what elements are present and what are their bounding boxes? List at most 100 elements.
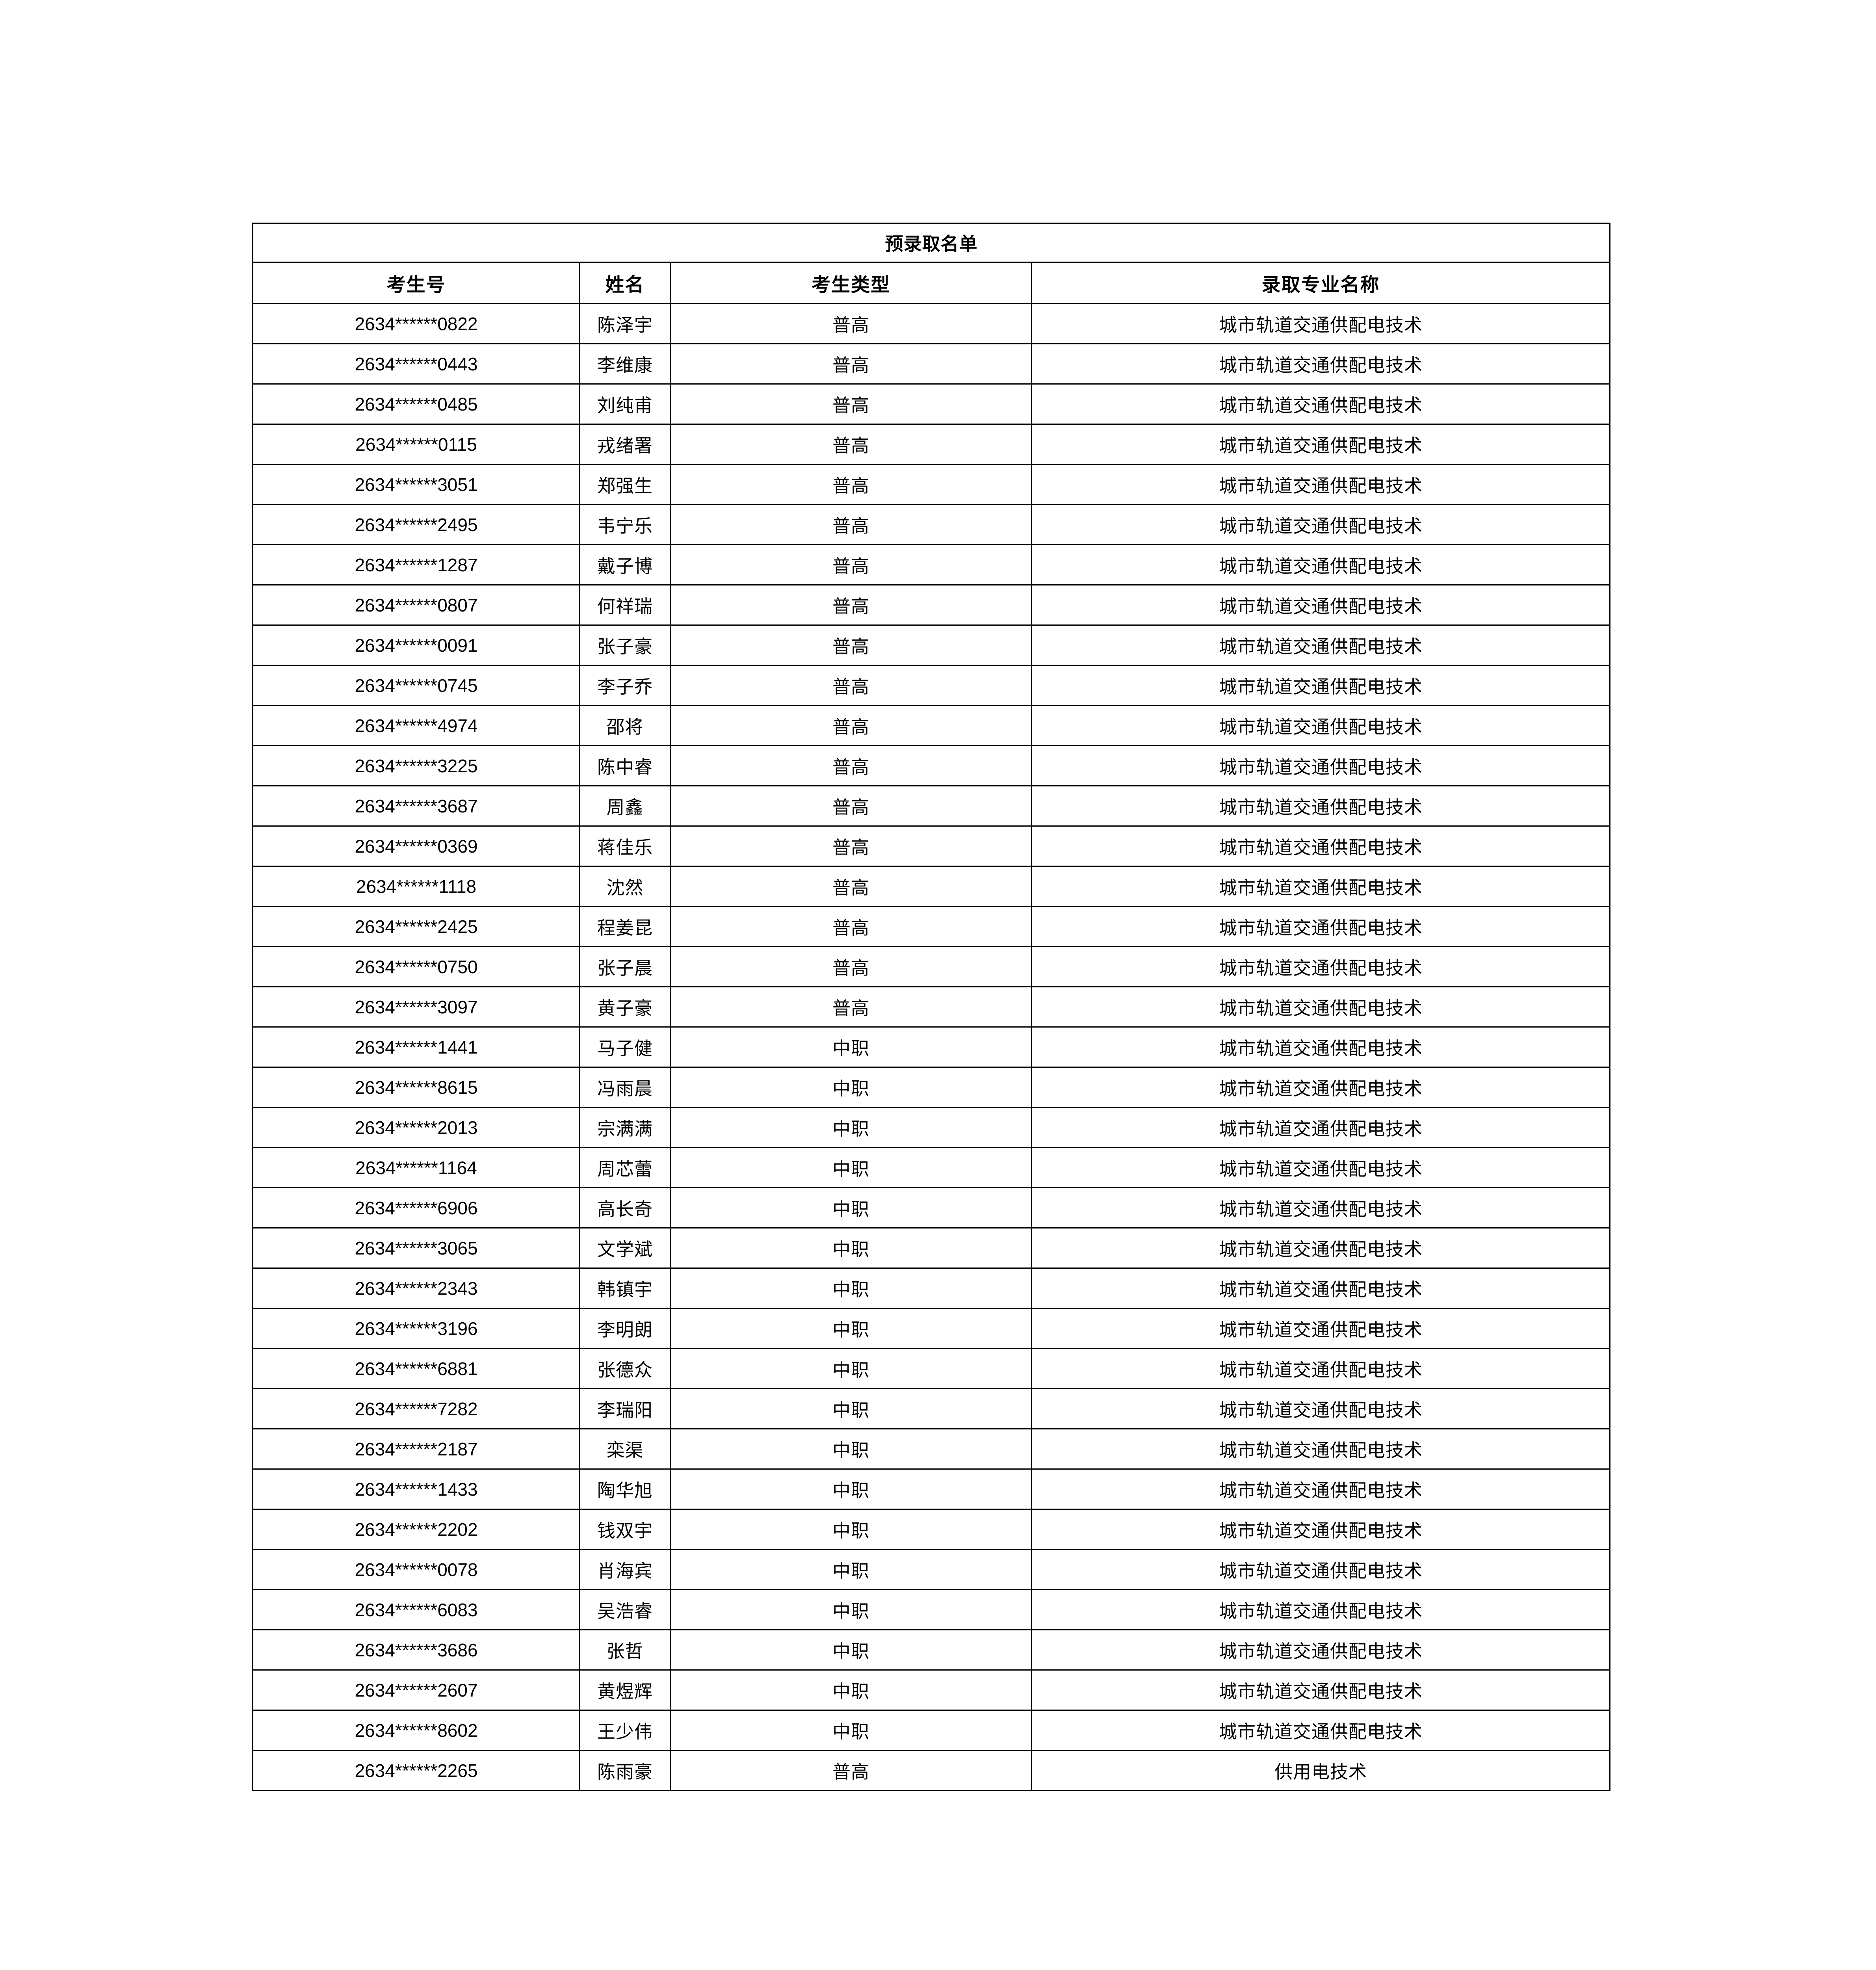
cell-candidate-type: 中职 [670, 1509, 1032, 1550]
cell-major-name: 城市轨道交通供配电技术 [1031, 383, 1610, 425]
cell-candidate-id: 2634******0369 [252, 825, 580, 867]
cell-major-name: 城市轨道交通供配电技术 [1031, 303, 1610, 344]
cell-major-name: 城市轨道交通供配电技术 [1031, 906, 1610, 947]
cell-candidate-id: 2634******0443 [252, 343, 580, 385]
table-row: 2634******3225 陈中睿 普高 城市轨道交通供配电技术 [252, 745, 1610, 786]
cell-candidate-type: 中职 [670, 1147, 1032, 1188]
cell-candidate-id: 2634******3065 [252, 1227, 580, 1269]
table-row: 2634******8615 冯雨晨 中职 城市轨道交通供配电技术 [252, 1067, 1610, 1108]
table-row: 2634******3686 张哲 中职 城市轨道交通供配电技术 [252, 1629, 1610, 1671]
table-row: 2634******0485 刘纯甫 普高 城市轨道交通供配电技术 [252, 383, 1610, 425]
cell-candidate-name: 张子晨 [579, 946, 671, 987]
cell-candidate-type: 普高 [670, 906, 1032, 947]
table-row: 2634******2607 黄煜辉 中职 城市轨道交通供配电技术 [252, 1669, 1610, 1711]
cell-candidate-type: 中职 [670, 1187, 1032, 1228]
cell-candidate-name: 马子健 [579, 1026, 671, 1068]
table-row: 2634******2425 程姜昆 普高 城市轨道交通供配电技术 [252, 906, 1610, 947]
cell-major-name: 城市轨道交通供配电技术 [1031, 1308, 1610, 1349]
table-row: 2634******7282 李瑞阳 中职 城市轨道交通供配电技术 [252, 1388, 1610, 1429]
cell-candidate-id: 2634******4974 [252, 705, 580, 746]
cell-candidate-type: 普高 [670, 383, 1032, 425]
cell-candidate-type: 普高 [670, 544, 1032, 585]
cell-candidate-name: 蒋佳乐 [579, 825, 671, 867]
cell-candidate-type: 中职 [670, 1669, 1032, 1711]
cell-candidate-name: 戎绪署 [579, 424, 671, 465]
cell-candidate-type: 普高 [670, 946, 1032, 987]
cell-candidate-type: 普高 [670, 343, 1032, 385]
cell-major-name: 城市轨道交通供配电技术 [1031, 1589, 1610, 1630]
table-row: 2634******1433 陶华旭 中职 城市轨道交通供配电技术 [252, 1468, 1610, 1510]
table-row: 2634******2495 韦宁乐 普高 城市轨道交通供配电技术 [252, 504, 1610, 545]
cell-candidate-name: 韦宁乐 [579, 504, 671, 545]
cell-candidate-name: 张哲 [579, 1629, 671, 1671]
cell-candidate-id: 2634******2202 [252, 1509, 580, 1550]
cell-candidate-type: 普高 [670, 986, 1032, 1028]
cell-candidate-name: 黄煜辉 [579, 1669, 671, 1711]
cell-major-name: 城市轨道交通供配电技术 [1031, 986, 1610, 1028]
cell-major-name: 城市轨道交通供配电技术 [1031, 785, 1610, 827]
cell-candidate-id: 2634******8602 [252, 1710, 580, 1751]
cell-candidate-name: 文学斌 [579, 1227, 671, 1269]
table-title-row: 预录取名单 [252, 223, 1610, 263]
table-row: 2634******0078 肖海宾 中职 城市轨道交通供配电技术 [252, 1549, 1610, 1590]
cell-candidate-id: 2634******1433 [252, 1468, 580, 1510]
cell-major-name: 城市轨道交通供配电技术 [1031, 1267, 1610, 1309]
table-row: 2634******1164 周芯蕾 中职 城市轨道交通供配电技术 [252, 1147, 1610, 1188]
cell-candidate-type: 中职 [670, 1428, 1032, 1470]
table-row: 2634******2202 钱双宇 中职 城市轨道交通供配电技术 [252, 1509, 1610, 1550]
cell-candidate-name: 程姜昆 [579, 906, 671, 947]
cell-candidate-name: 张子豪 [579, 624, 671, 666]
cell-candidate-type: 普高 [670, 624, 1032, 666]
column-header-candidate-id: 考生号 [252, 262, 580, 304]
cell-candidate-name: 郑强生 [579, 464, 671, 505]
cell-candidate-id: 2634******0485 [252, 383, 580, 425]
cell-candidate-id: 2634******6083 [252, 1589, 580, 1630]
table-row: 2634******6083 吴浩睿 中职 城市轨道交通供配电技术 [252, 1589, 1610, 1630]
document-title: 预录取名单 [252, 223, 1610, 263]
cell-candidate-id: 2634******3686 [252, 1629, 580, 1671]
cell-candidate-name: 高长奇 [579, 1187, 671, 1228]
cell-candidate-type: 普高 [670, 745, 1032, 786]
cell-candidate-id: 2634******2495 [252, 504, 580, 545]
cell-candidate-id: 2634******0091 [252, 624, 580, 666]
cell-major-name: 城市轨道交通供配电技术 [1031, 1026, 1610, 1068]
cell-candidate-id: 2634******3051 [252, 464, 580, 505]
cell-candidate-id: 2634******3225 [252, 745, 580, 786]
cell-candidate-name: 栾渠 [579, 1428, 671, 1470]
cell-candidate-type: 中职 [670, 1629, 1032, 1671]
cell-candidate-type: 中职 [670, 1308, 1032, 1349]
admission-list-table: 预录取名单 考生号 姓名 考生类型 录取专业名称 2634******0822 陈… [252, 223, 1610, 1791]
table-row: 2634******0369 蒋佳乐 普高 城市轨道交通供配电技术 [252, 825, 1610, 867]
cell-candidate-type: 普高 [670, 584, 1032, 626]
table-row: 2634******2013 宗满满 中职 城市轨道交通供配电技术 [252, 1107, 1610, 1148]
cell-candidate-type: 普高 [670, 424, 1032, 465]
cell-major-name: 城市轨道交通供配电技术 [1031, 624, 1610, 666]
cell-candidate-id: 2634******0078 [252, 1549, 580, 1590]
cell-candidate-name: 钱双宇 [579, 1509, 671, 1550]
cell-major-name: 城市轨道交通供配电技术 [1031, 946, 1610, 987]
cell-candidate-id: 2634******7282 [252, 1388, 580, 1429]
cell-major-name: 城市轨道交通供配电技术 [1031, 1227, 1610, 1269]
cell-candidate-name: 吴浩睿 [579, 1589, 671, 1630]
cell-candidate-name: 黄子豪 [579, 986, 671, 1028]
cell-candidate-type: 普高 [670, 303, 1032, 344]
table-row: 2634******6881 张德众 中职 城市轨道交通供配电技术 [252, 1348, 1610, 1389]
table-row: 2634******3051 郑强生 普高 城市轨道交通供配电技术 [252, 464, 1610, 505]
cell-candidate-name: 肖海宾 [579, 1549, 671, 1590]
cell-candidate-type: 普高 [670, 785, 1032, 827]
table-row: 2634******3065 文学斌 中职 城市轨道交通供配电技术 [252, 1227, 1610, 1269]
table-row: 2634******1118 沈然 普高 城市轨道交通供配电技术 [252, 866, 1610, 907]
table-row: 2634******6906 高长奇 中职 城市轨道交通供配电技术 [252, 1187, 1610, 1228]
cell-candidate-id: 2634******2425 [252, 906, 580, 947]
cell-candidate-name: 李瑞阳 [579, 1388, 671, 1429]
cell-candidate-id: 2634******2013 [252, 1107, 580, 1148]
cell-candidate-type: 中职 [670, 1388, 1032, 1429]
cell-candidate-name: 陈泽宇 [579, 303, 671, 344]
cell-major-name: 城市轨道交通供配电技术 [1031, 584, 1610, 626]
table-row: 2634******2187 栾渠 中职 城市轨道交通供配电技术 [252, 1428, 1610, 1470]
cell-candidate-id: 2634******0115 [252, 424, 580, 465]
cell-candidate-id: 2634******0750 [252, 946, 580, 987]
cell-candidate-type: 中职 [670, 1026, 1032, 1068]
table-row: 2634******0443 李维康 普高 城市轨道交通供配电技术 [252, 343, 1610, 385]
